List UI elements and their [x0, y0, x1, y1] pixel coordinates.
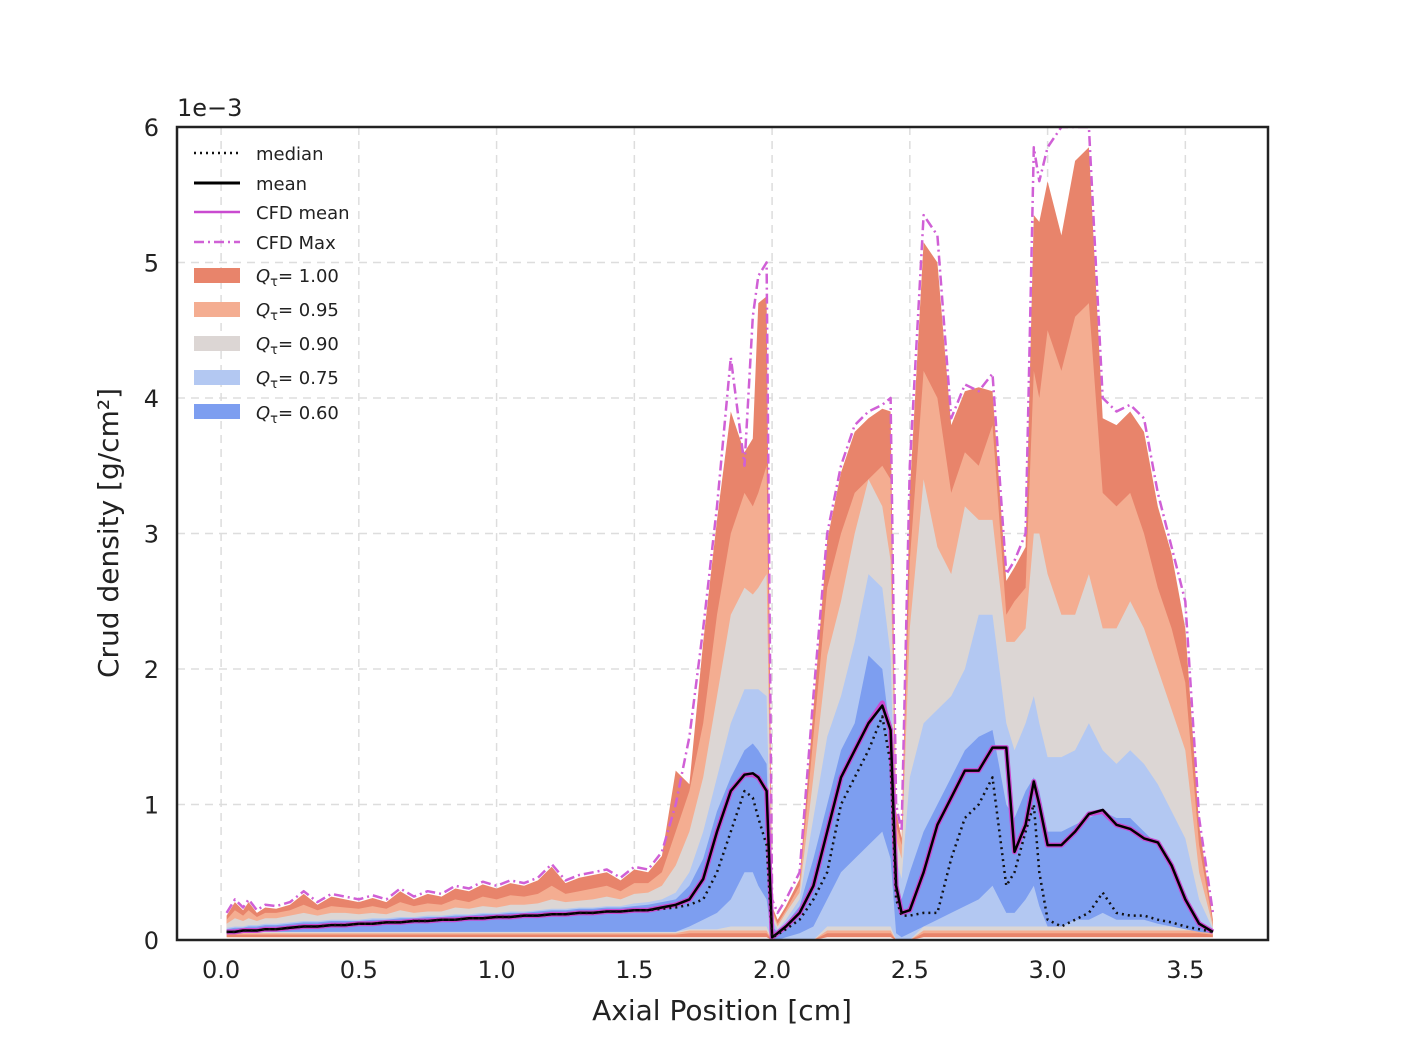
legend-q060-label: Qτ= 0.60 [256, 403, 339, 427]
legend-q095-label: Qτ= 0.95 [256, 300, 339, 324]
y-multiplier-label: 1e−3 [177, 94, 242, 122]
x-tick-label-4: 2.0 [753, 956, 791, 984]
x-tick-label-6: 3.0 [1029, 956, 1067, 984]
x-tick-label-5: 2.5 [891, 956, 929, 984]
y-tick-label-0: 0 [144, 927, 159, 955]
y-tick-label-4: 4 [144, 385, 159, 413]
y-tick-label-2: 2 [144, 656, 159, 684]
plot-frame [175, 125, 1270, 942]
y-tick-label-3: 3 [144, 521, 159, 549]
legend-mean-label: mean [256, 174, 307, 195]
band-q-4 [226, 655, 1213, 940]
legend-q095-swatch [194, 302, 240, 317]
legend-median-label: median [256, 144, 323, 165]
legend-q090-label: Qτ= 0.90 [256, 334, 339, 358]
legend-cfd-max-label: CFD Max [256, 233, 336, 254]
legend-q100-swatch [194, 268, 240, 283]
legend-cfd-mean-label: CFD mean [256, 203, 350, 224]
y-axis-title: Crud density [g/cm²] [92, 388, 125, 678]
legend-q075-swatch [194, 370, 240, 385]
cfd-max-line [225, 127, 1215, 915]
x-tick-label-0: 0.0 [202, 956, 240, 984]
legend-q060-swatch [194, 404, 240, 419]
legend-q100-label: Qτ= 1.00 [256, 266, 339, 290]
legend: median mean CFD mean CFD Max Qτ= 1.00 Qτ… [194, 144, 350, 427]
y-tick-label-1: 1 [144, 792, 159, 820]
legend-q090-swatch [194, 336, 240, 351]
x-axis-title: Axial Position [cm] [592, 994, 852, 1027]
x-tick-label-3: 1.5 [615, 956, 653, 984]
y-tick-label-6: 6 [144, 114, 159, 142]
y-tick-label-5: 5 [144, 250, 159, 278]
x-tick-label-7: 3.5 [1166, 956, 1204, 984]
quantile-bands [226, 147, 1213, 940]
x-tick-label-2: 1.0 [477, 956, 515, 984]
median-line [226, 715, 1214, 939]
axis-ticks: 0.0 0.5 1.0 1.5 2.0 2.5 3.0 3.5 0 1 2 3 4 5 6 [144, 114, 1205, 984]
mean-line [226, 704, 1214, 939]
legend-q075-label: Qτ= 0.75 [256, 368, 339, 392]
x-tick-label-1: 0.5 [340, 956, 378, 984]
series-lines [225, 127, 1215, 940]
